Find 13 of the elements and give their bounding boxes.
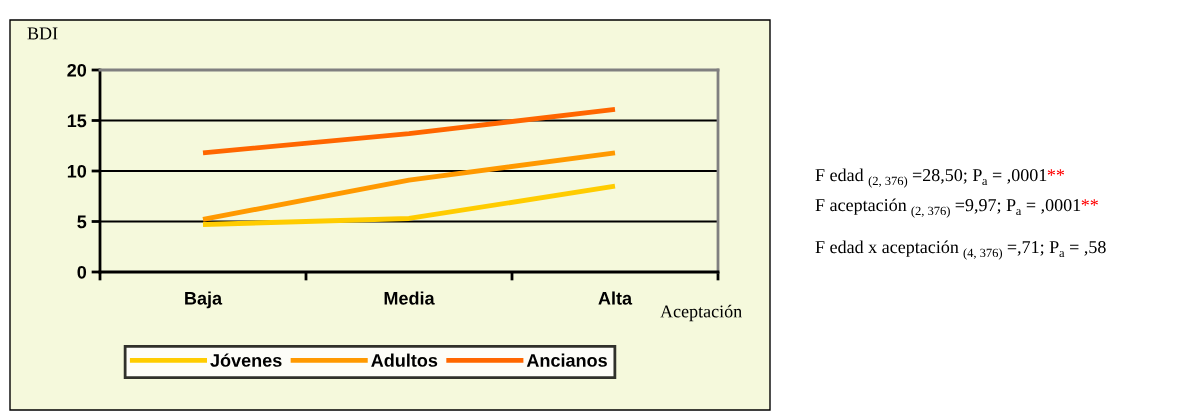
legend-label: Adultos [371, 353, 438, 367]
legend-label: Ancianos [526, 353, 607, 367]
x-axis-title: Aceptación [660, 304, 742, 322]
x-tick-label: Baja [185, 291, 223, 309]
y-tick-label: 15 [67, 114, 87, 128]
y-axis-title: BDI [27, 27, 58, 40]
y-tick-label: 0 [77, 265, 87, 279]
x-tick-label: Alta [598, 291, 633, 305]
y-tick-label: 20 [67, 63, 87, 77]
x-tick-label: Media [384, 291, 435, 305]
y-tick-label: 10 [67, 164, 87, 178]
y-tick-label: 5 [77, 215, 87, 229]
legend-label: Jóvenes [210, 353, 282, 367]
